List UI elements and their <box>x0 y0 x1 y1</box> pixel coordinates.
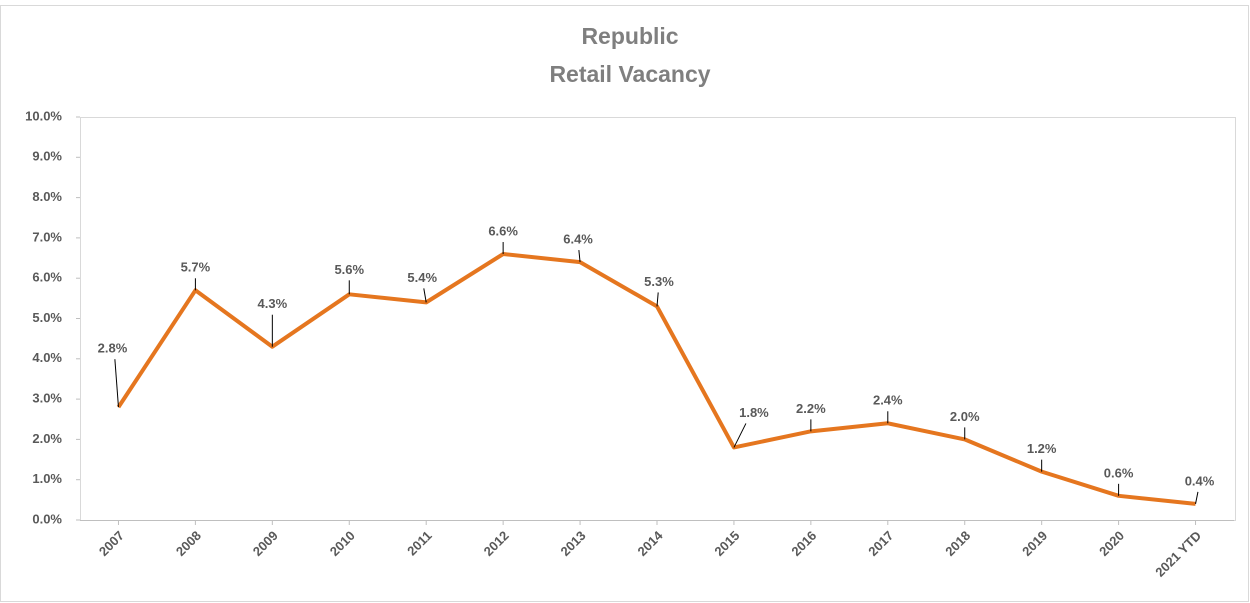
leader-line <box>1195 491 1199 504</box>
plot-border <box>80 117 1236 521</box>
x-tick-label: 2008 <box>173 528 204 559</box>
x-tick-label: 2007 <box>96 528 127 559</box>
data-label: 0.4% <box>1185 473 1215 488</box>
y-tick-label: 1.0% <box>32 471 62 486</box>
data-label: 5.3% <box>644 274 674 289</box>
chart-border <box>0 5 1249 602</box>
y-tick-label: 8.0% <box>32 189 62 204</box>
line <box>116 252 1196 506</box>
data-label: 5.6% <box>334 262 364 277</box>
x-tick-label: 2021 YTD <box>1152 528 1204 580</box>
x-tick-label: 2012 <box>481 528 512 559</box>
y-tick-label: 2.0% <box>32 431 62 446</box>
data-label: 5.4% <box>407 270 437 285</box>
chart-title: Retail Vacancy <box>549 61 710 87</box>
y-tick-label: 4.0% <box>32 350 62 365</box>
x-tick-label: 2010 <box>327 528 358 559</box>
x-tick-label: 2016 <box>788 528 819 559</box>
y-tick-label: 5.0% <box>32 310 62 325</box>
x-tick-label: 2017 <box>865 528 896 559</box>
x-tick-label: 2018 <box>942 528 973 559</box>
data-label: 2.2% <box>796 401 826 416</box>
leader-line <box>733 423 747 448</box>
data-label: 5.7% <box>181 260 211 275</box>
data-label: 2.4% <box>873 393 903 408</box>
data-label: 2.0% <box>950 409 980 424</box>
y-tick-label: 10.0% <box>25 108 62 123</box>
leader-line <box>578 250 581 263</box>
data-label: 6.4% <box>563 232 593 247</box>
x-tick-label: 2019 <box>1019 528 1050 559</box>
y-tick-label: 3.0% <box>32 391 62 406</box>
chart-title: Republic <box>581 23 678 49</box>
data-label: 1.2% <box>1027 441 1057 456</box>
x-tick-label: 2020 <box>1096 528 1127 559</box>
y-tick-label: 0.0% <box>32 511 62 526</box>
leader-line <box>656 292 659 307</box>
x-tick-label: 2014 <box>634 527 666 559</box>
data-label: 2.8% <box>98 341 128 356</box>
x-tick-label: 2013 <box>558 528 589 559</box>
y-tick-label: 7.0% <box>32 229 62 244</box>
x-tick-label: 2015 <box>711 528 742 559</box>
data-label: 0.6% <box>1104 465 1134 480</box>
leader-line <box>114 359 119 408</box>
leader-line <box>423 288 427 303</box>
data-label: 1.8% <box>739 405 769 420</box>
data-label: 4.3% <box>258 296 288 311</box>
y-tick-label: 9.0% <box>32 149 62 164</box>
x-tick-label: 2009 <box>250 528 281 559</box>
y-tick-label: 6.0% <box>32 270 62 285</box>
data-label: 6.6% <box>488 223 518 238</box>
x-tick-label: 2011 <box>404 528 435 559</box>
